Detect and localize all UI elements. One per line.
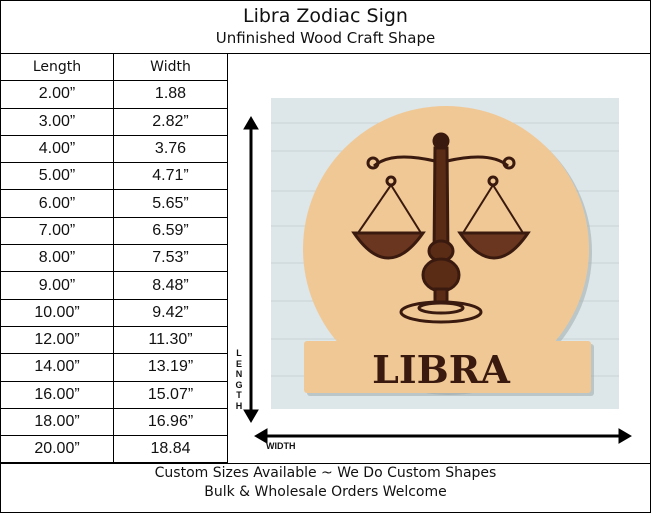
table-row: 3.00” 2.82”	[1, 107, 228, 136]
table-row: 10.00” 9.42”	[1, 298, 228, 327]
width-cell: 18.84	[113, 435, 228, 464]
length-cell: 20.00”	[1, 435, 114, 464]
footer-line-wholesale: Bulk & Wholesale Orders Welcome	[204, 484, 447, 500]
width-arrow	[254, 428, 632, 444]
table-row: 7.00” 6.59”	[1, 216, 228, 246]
width-cell: 3.76	[113, 134, 228, 164]
width-cell: 8.48”	[113, 271, 228, 300]
table-row: 12.00” 11.30”	[1, 325, 228, 355]
length-cell: 5.00”	[1, 162, 114, 191]
width-cell: 13.19”	[113, 353, 228, 382]
length-arrow	[243, 116, 259, 423]
width-cell: 11.30”	[113, 325, 228, 355]
page-title: Libra Zodiac Sign	[243, 5, 408, 27]
width-cell: 5.65”	[113, 189, 228, 218]
length-cell: 7.00”	[1, 216, 114, 246]
length-cell: 8.00”	[1, 244, 114, 273]
table-row: 18.00” 16.96”	[1, 407, 228, 437]
table-row: 16.00” 15.07”	[1, 380, 228, 409]
footer: Custom Sizes Available ~ We Do Custom Sh…	[1, 464, 650, 502]
table-row: 9.00” 8.48”	[1, 271, 228, 300]
length-cell: 10.00”	[1, 298, 114, 327]
width-cell: 1.88	[113, 80, 228, 109]
width-cell: 6.59”	[113, 216, 228, 246]
table-header-row: Length Width	[1, 52, 228, 82]
length-cell: 14.00”	[1, 353, 114, 382]
table-row: 6.00” 5.65”	[1, 189, 228, 218]
length-cell: 18.00”	[1, 407, 114, 437]
length-cell: 4.00”	[1, 134, 114, 164]
length-cell: 16.00”	[1, 380, 114, 409]
divider	[1, 463, 650, 464]
divider	[1, 53, 650, 54]
width-cell: 9.42”	[113, 298, 228, 327]
table-row: 4.00” 3.76	[1, 134, 228, 164]
table-row: 20.00” 18.84	[1, 435, 228, 464]
table-row: 2.00” 1.88	[1, 80, 228, 109]
length-cell: 6.00”	[1, 189, 114, 218]
scales-icon	[351, 132, 531, 324]
table-row: 8.00” 7.53”	[1, 244, 228, 273]
length-cell: 12.00”	[1, 325, 114, 355]
length-cell: 3.00”	[1, 107, 114, 136]
width-cell: 7.53”	[113, 244, 228, 273]
plaque-text: LIBRA	[372, 347, 510, 392]
product-image: LIBRA	[243, 98, 632, 444]
length-cell: 2.00”	[1, 80, 114, 109]
width-cell: 4.71”	[113, 162, 228, 191]
page-subtitle: Unfinished Wood Craft Shape	[215, 29, 436, 47]
width-cell: 16.96”	[113, 407, 228, 437]
size-table: Length Width 2.00” 1.88 3.00” 2.82” 4.00” 3.7…	[1, 52, 228, 464]
column-header-width: Width	[113, 52, 228, 82]
width-cell: 15.07”	[113, 380, 228, 409]
length-cell: 9.00”	[1, 271, 114, 300]
table-row: 5.00” 4.71”	[1, 162, 228, 191]
libra-plaque: LIBRA	[303, 106, 594, 396]
width-label: WIDTH	[266, 441, 296, 451]
width-cell: 2.82”	[113, 107, 228, 136]
footer-line-custom-sizes: Custom Sizes Available ~ We Do Custom Sh…	[154, 465, 497, 481]
table-row: 14.00” 13.19”	[1, 353, 228, 382]
column-header-length: Length	[1, 52, 114, 82]
